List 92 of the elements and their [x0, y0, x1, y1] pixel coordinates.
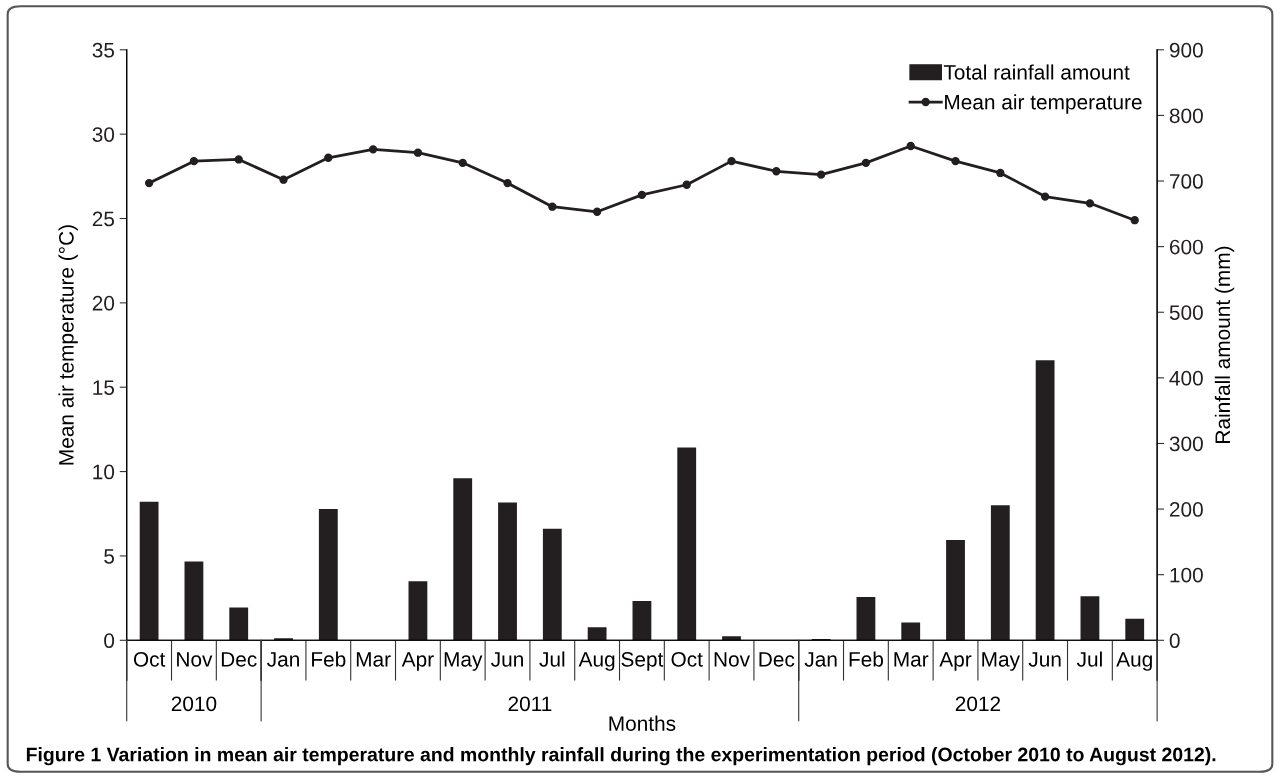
- point: [996, 168, 1005, 178]
- y2-tick-label: 400: [1169, 370, 1203, 386]
- x-tick-label: Feb: [849, 651, 883, 667]
- point: [413, 148, 423, 157]
- x-tick-label: Jul: [1076, 651, 1102, 667]
- point: [1085, 199, 1095, 208]
- bar: [1035, 360, 1055, 641]
- point: [682, 180, 691, 189]
- bar: [946, 539, 965, 641]
- x-tick-label: Jan: [804, 652, 837, 667]
- point: [1130, 216, 1139, 225]
- bar: [184, 561, 204, 641]
- point: [816, 170, 826, 179]
- bar: [139, 501, 159, 641]
- bar: [722, 636, 741, 641]
- bar: [408, 581, 428, 641]
- x-tick-label: Nov: [714, 652, 750, 667]
- bar: [318, 509, 338, 641]
- x-tick-label: Feb: [312, 651, 346, 667]
- bar: [229, 607, 249, 641]
- y2-tick-label: 800: [1169, 108, 1203, 124]
- x-tick-label: Jan: [267, 652, 299, 667]
- x-tick-label: Oct: [133, 651, 166, 667]
- x-tick-label: May: [444, 652, 483, 671]
- bar: [587, 627, 607, 641]
- point: [772, 167, 781, 176]
- text: Figure 1 Variation in mean air temperature and monthly rainfall during the experimentation period (October 2010 to August 2012).: [26, 747, 1216, 766]
- bar: [901, 622, 921, 641]
- y2-tick-label: 300: [1169, 436, 1203, 452]
- x-tick-label: May: [982, 652, 1020, 671]
- y2-tick-label: 500: [1169, 305, 1203, 320]
- x-tick-label: Mar: [356, 652, 391, 667]
- point: [548, 202, 557, 211]
- legend-label: Total rainfall amount: [943, 64, 1130, 80]
- bar: [632, 600, 652, 641]
- y-tick-label: 10: [93, 464, 115, 480]
- text: 2011: [508, 696, 552, 712]
- x-tick-label: Mar: [894, 652, 929, 667]
- x-tick-label: Apr: [401, 652, 434, 671]
- point: [951, 156, 960, 166]
- y-tick-label: 25: [92, 211, 115, 227]
- bar: [1080, 596, 1100, 641]
- y2-tick-label: 900: [1169, 42, 1203, 58]
- x-tick-label: Oct: [671, 651, 703, 667]
- point: [234, 155, 243, 164]
- legend-label: Mean air temperature: [945, 94, 1142, 114]
- x-tick-label: Jul: [539, 651, 565, 667]
- bar: [677, 447, 697, 641]
- bar: [856, 596, 876, 641]
- y2-tick-label: 100: [1170, 567, 1203, 583]
- x-tick-label: Apr: [939, 652, 972, 671]
- text: 2012: [955, 696, 1001, 712]
- x-tick-label: Jun: [1028, 652, 1061, 667]
- x-tick-label: Aug: [578, 652, 615, 671]
- y2-tick-label: 700: [1169, 174, 1203, 189]
- x-tick-label: Aug: [1116, 652, 1152, 671]
- point: [861, 158, 871, 167]
- y-tick-label: 5: [104, 549, 115, 564]
- text: 2010: [171, 696, 217, 712]
- point: [906, 141, 915, 151]
- y2-tick-label: 200: [1169, 502, 1203, 517]
- point: [637, 190, 647, 200]
- y-tick-label: 35: [92, 42, 115, 58]
- y-tick-label: 15: [93, 380, 115, 395]
- point: [1040, 192, 1050, 201]
- point: [503, 178, 512, 188]
- point: [368, 145, 378, 154]
- y-axis-title: Mean air temperature (°C): [58, 225, 78, 465]
- x-tick-label: Nov: [177, 652, 213, 667]
- point: [727, 156, 736, 166]
- bar: [453, 478, 473, 641]
- bar: [1125, 618, 1145, 641]
- bar: [498, 502, 517, 641]
- y2-axis-title: Rainfall amount (mm): [1214, 246, 1235, 443]
- y-tick-label: 0: [104, 633, 115, 649]
- y-tick-label: 30: [92, 127, 115, 142]
- x-tick-label: Dec: [221, 652, 257, 667]
- y2-tick-label: 0: [1169, 633, 1180, 649]
- x-tick-label: Dec: [759, 652, 795, 667]
- bar: [542, 528, 562, 641]
- bar: [990, 505, 1010, 641]
- point: [189, 156, 199, 166]
- point: [279, 175, 288, 184]
- point: [458, 158, 467, 167]
- x-axis-title: Months: [609, 715, 676, 731]
- y-tick-label: 20: [92, 295, 115, 311]
- y2-tick-label: 600: [1169, 239, 1203, 255]
- point: [144, 178, 154, 188]
- point: [324, 153, 333, 162]
- x-tick-label: Sept: [621, 651, 664, 671]
- point: [592, 207, 602, 216]
- x-tick-label: Jun: [491, 652, 523, 667]
